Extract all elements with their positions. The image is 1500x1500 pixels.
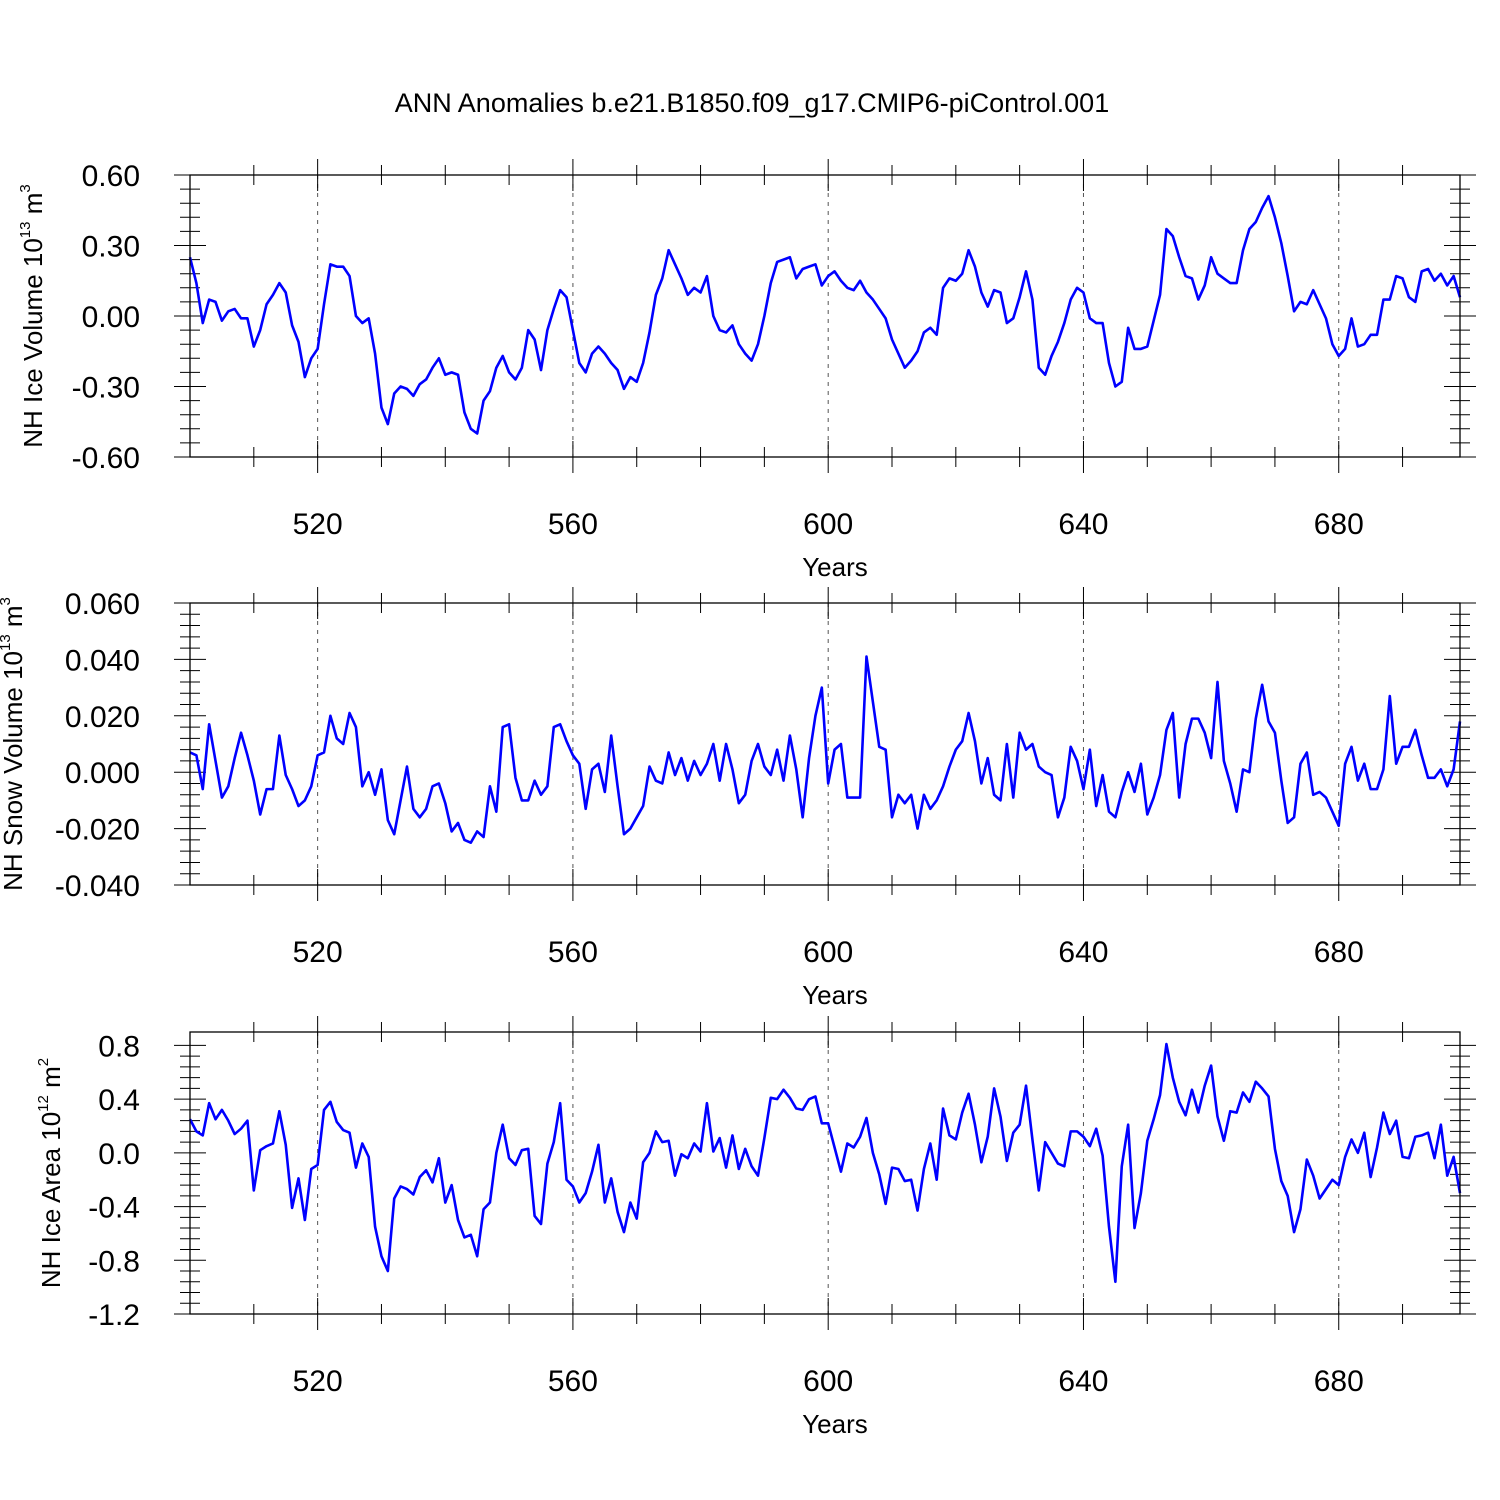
chart-title: ANN Anomalies b.e21.B1850.f09_g17.CMIP6-… [395,88,1109,118]
x-tick-label: 680 [1314,508,1364,541]
y-tick-label: -0.60 [72,442,140,475]
x-tick-label: 520 [293,936,343,969]
plot-frame [189,602,1461,886]
panel-2: -0.040 -0.020 0.000 0.020 0.040 0.060 520 560 60… [0,587,1476,1010]
panel-3: -1.2 -0.8 -0.4 0.0 0.4 0.8 520 560 600 640 680 Year… [35,1016,1476,1439]
x-tick-label: 520 [293,1365,343,1398]
x-tick-label: 640 [1058,508,1108,541]
x-axis-label: Years [802,552,868,582]
y-tick-label: 0.00 [82,301,140,334]
x-tick-label: 560 [548,1365,598,1398]
y-tick-label: 0.020 [65,701,140,734]
series-line [189,655,1462,845]
y-tick-label: -1.2 [88,1299,140,1332]
y-tick-label: -0.020 [55,814,140,847]
y-axis-label: NH Snow Volume 1013 m3 [0,597,28,891]
plot-frame [189,174,1461,458]
x-axis-label: Years [802,980,868,1010]
y-tick-label: -0.040 [55,870,140,903]
y-tick-label: 0.30 [82,231,140,264]
series-line [188,194,1462,435]
x-tick-label: 600 [803,1365,853,1398]
y-tick-label: 0.4 [98,1084,140,1117]
y-tick-label: -0.30 [72,372,140,405]
x-tick-label: 520 [293,508,343,541]
y-tick-label: -0.8 [88,1245,140,1278]
x-tick-label: 600 [803,936,853,969]
y-tick-label: 0.60 [82,160,140,193]
y-tick-label: 0.0 [98,1138,140,1171]
panel-1: -0.60 -0.30 0.00 0.30 0.60 520 560 600 640 680 Yea… [17,159,1476,582]
x-tick-label: 640 [1058,1365,1108,1398]
x-tick-label: 600 [803,508,853,541]
series-line [188,1042,1462,1284]
x-tick-label: 680 [1314,936,1364,969]
y-axis-label: NH Ice Area 1012 m2 [35,1058,66,1288]
x-axis-label: Years [802,1409,868,1439]
x-tick-label: 680 [1314,1365,1364,1398]
y-tick-label: -0.4 [88,1192,140,1225]
y-tick-label: 0.040 [65,644,140,677]
y-axis-label: NH Ice Volume 1013 m3 [17,184,48,447]
x-tick-label: 560 [548,508,598,541]
x-tick-label: 640 [1058,936,1108,969]
y-tick-label: 0.060 [65,588,140,621]
plot-frame [189,1031,1461,1315]
y-tick-label: 0.8 [98,1030,140,1063]
x-tick-label: 560 [548,936,598,969]
y-tick-label: 0.000 [65,757,140,790]
